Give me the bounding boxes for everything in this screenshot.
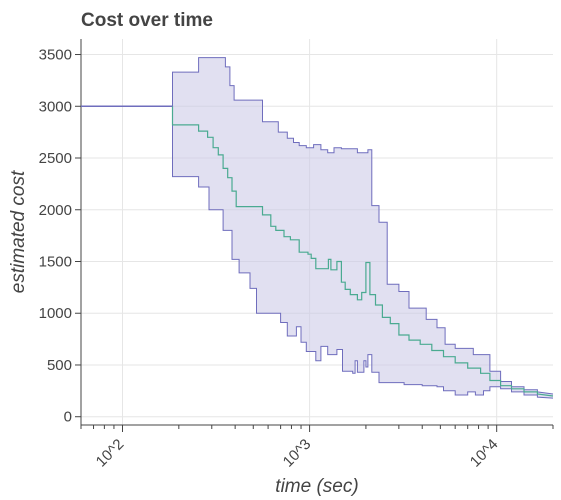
mean-line — [81, 105, 554, 397]
y-tick-label: 2500 — [39, 150, 72, 167]
y-tick-label: 1500 — [39, 253, 72, 270]
x-tick-label: 10^3 — [280, 436, 315, 471]
x-tick-label: 10^4 — [467, 436, 502, 471]
x-tick-label: 10^2 — [93, 436, 128, 471]
y-tick-label: 0 — [64, 409, 72, 426]
confidence-band — [81, 57, 553, 399]
x-axis-label: time (sec) — [275, 476, 358, 497]
y-tick-label: 500 — [47, 357, 72, 374]
y-tick-label: 1000 — [39, 305, 72, 322]
lower-bound-line — [81, 105, 554, 399]
y-tick-label: 3500 — [39, 47, 72, 64]
y-tick-label: 3000 — [39, 98, 72, 115]
chart-title: Cost over time — [81, 10, 213, 31]
y-tick-label: 2000 — [39, 202, 72, 219]
upper-bound-line — [81, 57, 554, 395]
y-axis-label: estimated cost — [8, 170, 29, 293]
